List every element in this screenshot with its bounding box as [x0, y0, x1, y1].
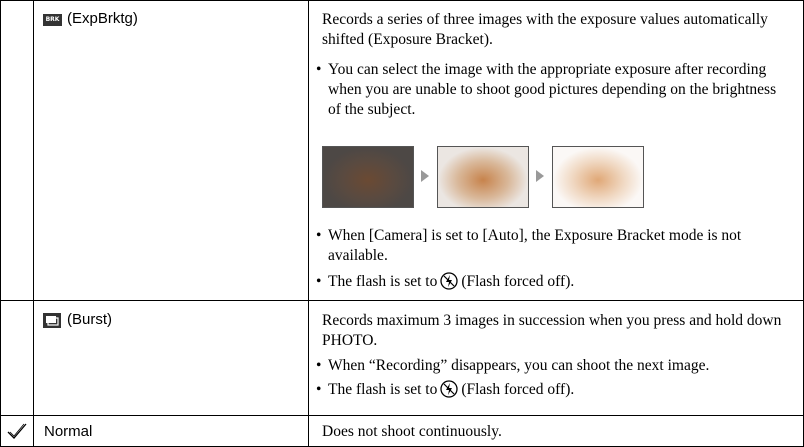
description: Records maximum 3 images in succession w… [322, 312, 782, 349]
rule [0, 300, 804, 301]
note: When “Recording” disappears, you can sho… [314, 356, 794, 376]
note-text: (Flash forced off). [461, 273, 575, 290]
flash-off-icon [440, 272, 458, 290]
description: Records a series of three images with th… [322, 11, 768, 48]
note: The flash is set to (Flash forced off). [314, 272, 794, 292]
note: You can select the image with the approp… [314, 60, 794, 120]
description: Does not shoot continuously. [322, 423, 502, 440]
photo-dark [322, 146, 414, 208]
arrow [421, 170, 429, 182]
note-text: The flash is set to [328, 273, 438, 290]
note: The flash is set to (Flash forced off). [314, 380, 794, 400]
rule [0, 0, 1, 447]
mode-icon [43, 313, 61, 328]
note: When [Camera] is set to [Auto], the Expo… [314, 226, 794, 266]
note-text: (Flash forced off). [461, 381, 575, 398]
note-text: The flash is set to [328, 381, 438, 398]
photo-bright [552, 146, 644, 208]
photo-normal [437, 146, 529, 208]
rule [0, 0, 804, 1]
rule [33, 0, 34, 447]
mode-label: (Burst) [67, 311, 112, 328]
rule [308, 0, 309, 447]
mode-icon: BRK [43, 14, 62, 26]
mode-label: (ExpBrktg) [67, 10, 138, 27]
arrow [536, 170, 544, 182]
flash-off-icon [440, 380, 458, 398]
rule [0, 415, 804, 416]
mode-label: Normal [44, 423, 93, 440]
default-check-icon [7, 423, 27, 439]
